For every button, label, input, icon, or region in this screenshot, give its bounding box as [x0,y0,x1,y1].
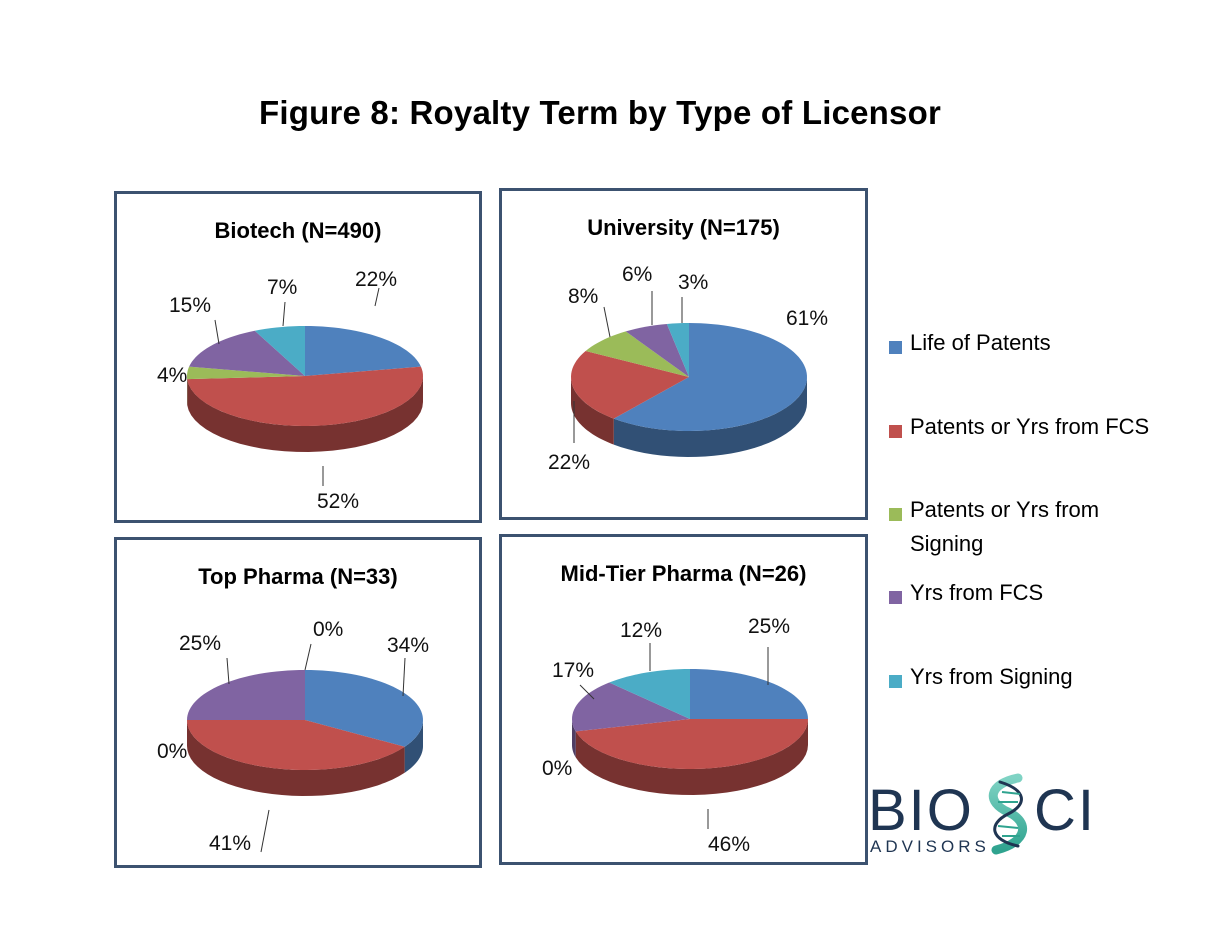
pie-chart-top-pharma: 34% 41% 0% 25% 0% [157,618,429,855]
pie-side-yrs-from-fcs [572,719,576,758]
pie-side-life-of-patents [404,720,423,773]
data-label-patents-or-yrs-from-fcs: 41% [209,832,251,855]
leader-line [603,306,611,338]
data-label-life-of-patents: 34% [387,634,429,657]
leader-line [226,657,230,685]
data-label-patents-or-yrs-from-signing: 4% [157,364,187,387]
legend-label: Yrs from Signing [910,664,1073,689]
logo-advisors-text: ADVISORS [870,837,990,856]
panel-title: Mid-Tier Pharma (N=26) [560,561,807,586]
pie-panel-mid-tier-pharma: Mid-Tier Pharma (N=26) 25% 46% 0% 17% 12% [499,534,868,865]
pie-panel-top-pharma: Top Pharma (N=33) 34% 41% 0% 25% 0% [114,537,482,868]
pie-side-patents-or-yrs-from-fcs [575,719,808,795]
legend-swatch [889,675,902,688]
data-label-yrs-from-fcs: 25% [179,632,221,655]
data-label-life-of-patents: 25% [748,615,790,638]
pie-slice-patents-or-yrs-from-signing [585,331,689,377]
pie-slice-yrs-from-fcs [625,323,689,377]
data-label-yrs-from-signing: 0% [313,618,343,641]
pie-slice-patents-or-yrs-from-fcs [187,720,405,770]
data-label-patents-or-yrs-from-fcs: 46% [708,833,750,856]
pie-slice-yrs-from-fcs [572,682,690,732]
pie-panel-university: University (N=175) 61% 22% 8% 6% 3% [499,188,868,520]
legend-swatch [889,425,902,438]
pie-side-patents-or-yrs-from-fcs [187,376,423,452]
legend-label: Patents or Yrs from FCS [910,414,1150,439]
data-label-yrs-from-signing: 12% [620,619,662,642]
figure-title: Figure 8: Royalty Term by Type of Licens… [259,94,941,131]
legend-label: Patents or Yrs from Signing [910,497,1100,556]
pie-panel-biotech: Biotech (N=490) 22% 52% 4% 15% 7% [114,191,482,523]
biosci-advisors-logo: BIO CI ADVISORS [868,773,1096,856]
pie-slice-life-of-patents [305,670,423,747]
leader-line [304,643,312,671]
panel-title: University (N=175) [587,215,780,240]
pie-chart-university: 61% 22% 8% 6% 3% [548,263,828,474]
pie-slice-yrs-from-signing [666,323,689,377]
pie-chart-mid-tier-pharma: 25% 46% 0% 17% 12% [542,615,808,856]
logo-bio-text: BIO [868,778,974,843]
pie-slice-yrs-from-fcs [187,670,305,720]
panel-title: Top Pharma (N=33) [198,564,398,589]
pie-side-walls [187,720,423,796]
data-label-life-of-patents: 22% [355,268,397,291]
pie-side-life-of-patents [613,377,807,457]
pie-slice-patents-or-yrs-from-fcs [575,719,808,769]
pie-slice-yrs-from-signing [609,669,690,719]
data-label-yrs-from-fcs: 6% [622,263,652,286]
leader-line [374,287,380,307]
leader-line [214,319,220,345]
pie-side-patents-or-yrs-from-fcs [187,720,405,796]
legend-swatch [889,341,902,354]
pie-side-patents-or-yrs-from-fcs [571,377,614,445]
legend-label: Yrs from FCS [910,580,1044,605]
logo-ci-text: CI [1034,778,1096,843]
pie-chart-biotech: 22% 52% 4% 15% 7% [157,268,423,513]
pie-slice-patents-or-yrs-from-fcs [187,366,423,426]
data-label-yrs-from-fcs: 15% [169,294,211,317]
panel-title: Biotech (N=490) [214,218,382,243]
data-label-life-of-patents: 61% [786,307,828,330]
pie-slice-patents-or-yrs-from-signing [187,366,305,380]
pie-side-walls [572,719,808,795]
pie-slice-life-of-patents [305,326,421,376]
data-label-patents-or-yrs-from-signing: 8% [568,285,598,308]
data-label-patents-or-yrs-from-signing: 0% [542,757,572,780]
pie-slice-patents-or-yrs-from-fcs [571,350,689,419]
legend-swatch [889,508,902,521]
data-label-yrs-from-signing: 3% [678,271,708,294]
pie-slice-yrs-from-signing [254,326,305,376]
leader-line [579,684,595,700]
dna-helix-icon [988,773,1028,855]
pie-slice-yrs-from-fcs [189,330,305,376]
legend-label: Life of Patents [910,330,1051,355]
data-label-patents-or-yrs-from-signing: 0% [157,740,187,763]
leader-line [260,809,270,853]
data-label-yrs-from-fcs: 17% [552,659,594,682]
legend-swatch [889,591,902,604]
pie-side-walls [571,377,807,457]
leader-line [282,301,286,327]
data-label-patents-or-yrs-from-fcs: 22% [548,451,590,474]
pie-slice-life-of-patents [690,669,808,719]
data-label-patents-or-yrs-from-fcs: 52% [317,490,359,513]
pie-slice-life-of-patents [613,323,807,431]
data-label-yrs-from-signing: 7% [267,276,297,299]
pie-side-walls [187,376,423,452]
leader-line [402,657,406,697]
